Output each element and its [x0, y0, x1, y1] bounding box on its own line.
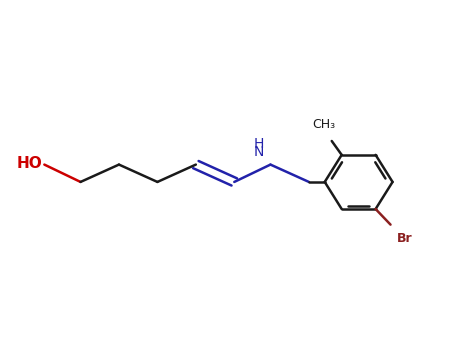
Text: H: H	[254, 137, 264, 151]
Text: Br: Br	[397, 232, 413, 245]
Text: N: N	[254, 146, 264, 160]
Text: CH₃: CH₃	[312, 118, 335, 131]
Text: HO: HO	[16, 156, 42, 171]
